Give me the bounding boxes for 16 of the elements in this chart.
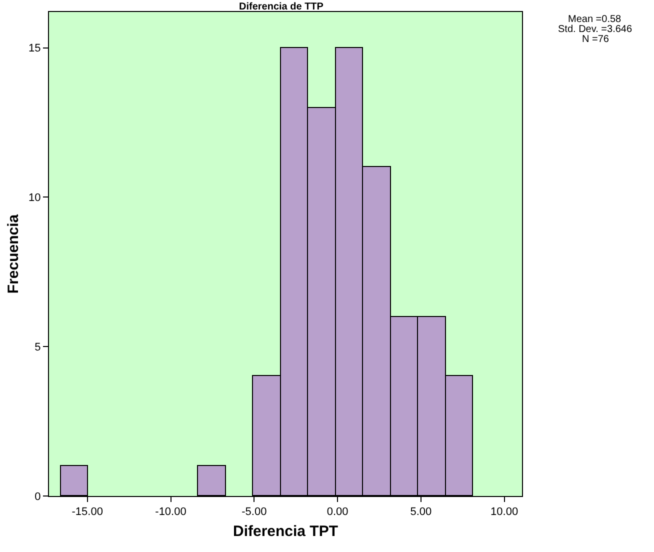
text: N =76 (582, 34, 610, 45)
y-tick-label: 10 (28, 192, 41, 204)
x-tick-label: -10.00 (155, 506, 186, 518)
text: Std. Dev. =3.646 (558, 24, 632, 35)
y-axis-title: Frecuencia (4, 214, 22, 294)
y-tick-label: 5 (34, 341, 41, 354)
x-tick-label: -15.00 (72, 506, 103, 518)
y-tick-label: 15 (28, 42, 41, 55)
x-tick-label: -5.00 (242, 506, 267, 518)
x-tick-label: 10.00 (490, 506, 518, 518)
y-tick-label: 0 (34, 490, 41, 503)
x-tick-label: 0.00 (326, 506, 348, 518)
chart-title: Diferencia de TTP (238, 2, 324, 12)
x-axis-title: Diferencia TPT (232, 523, 338, 540)
x-tick-label: 5.00 (410, 506, 432, 518)
text: Mean =0.58 (568, 14, 622, 25)
